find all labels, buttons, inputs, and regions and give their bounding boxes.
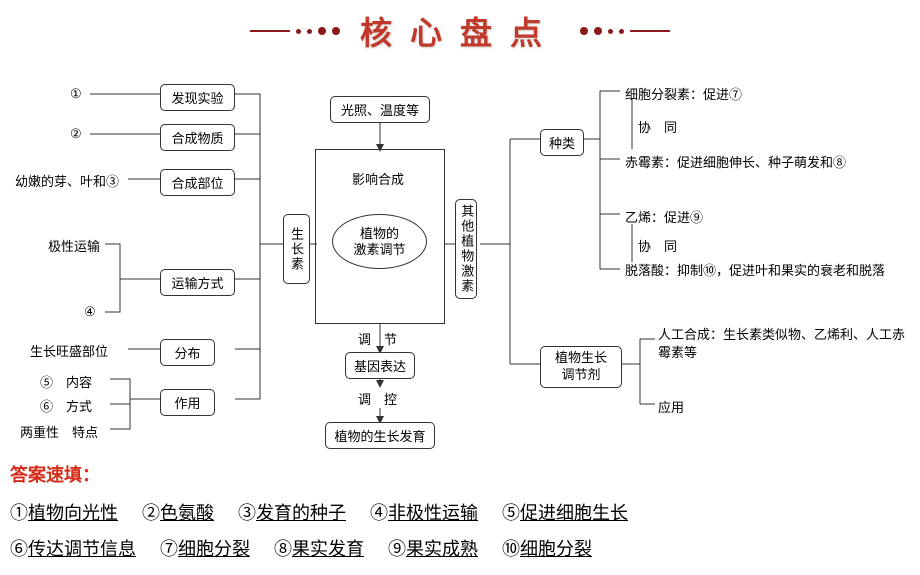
label-affect: 影响合成: [352, 169, 404, 188]
answers-row-2: ⑥传达调节信息 ⑦细胞分裂 ⑧果实发育 ⑨果实成熟 ⑩细胞分裂: [10, 531, 910, 567]
node-center: 植物的 激素调节: [332, 214, 427, 269]
answer-item: ⑨果实成熟: [388, 531, 478, 567]
node-site: 合成部位: [160, 169, 235, 196]
label-polar: 极性运输: [48, 236, 100, 255]
label-synth: 人工合成：生长素类似物、乙烯利、人工赤霉素等: [658, 326, 908, 362]
answers-title: 答案速填：: [10, 461, 910, 487]
label-2: ②: [70, 126, 82, 142]
label-ethylene: 乙烯：促进⑨: [625, 207, 703, 226]
answer-item: ⑥传达调节信息: [10, 531, 136, 567]
node-auxin: 生长素: [283, 214, 310, 284]
concept-diagram: 发现实验 合成物质 合成部位 运输方式 分布 作用 ① ② 幼嫩的芽、叶和③ 极…: [0, 64, 920, 464]
answer-item: ⑦细胞分裂: [160, 531, 250, 567]
label-coop1: 协 同: [638, 117, 677, 136]
node-regagent: 植物生长调节剂: [540, 346, 622, 388]
node-other: 其他植物激素: [455, 199, 477, 299]
answer-item: ⑧果实发育: [274, 531, 364, 567]
node-growth: 植物的生长发育: [325, 422, 435, 449]
node-light: 光照、温度等: [330, 96, 430, 123]
label-dual: 两重性 特点: [20, 422, 98, 441]
answer-item: ③发育的种子: [238, 495, 346, 531]
node-effect: 作用: [160, 389, 215, 416]
label-dist: 生长旺盛部位: [30, 341, 108, 360]
label-coop2: 协 同: [638, 236, 677, 255]
node-kind: 种类: [540, 129, 584, 156]
label-gibberellin: 赤霉素：促进细胞伸长、种子萌发和⑧: [625, 152, 846, 171]
answers-row-1: ①植物向光性 ②色氨酸 ③发育的种子 ④非极性运输 ⑤促进细胞生长: [10, 495, 910, 531]
answer-item: ②色氨酸: [142, 495, 214, 531]
node-distrib: 分布: [160, 339, 215, 366]
label-4: ④: [84, 304, 96, 320]
label-cytokinin: 细胞分裂素：促进⑦: [625, 84, 742, 103]
answer-item: ①植物向光性: [10, 495, 118, 531]
node-discover: 发现实验: [160, 84, 235, 111]
answer-item: ⑩细胞分裂: [502, 531, 592, 567]
answer-item: ④非极性运输: [370, 495, 478, 531]
dots-left: [250, 27, 340, 35]
label-5: ⑤ 内容: [40, 372, 92, 391]
answer-item: ⑤促进细胞生长: [502, 495, 628, 531]
label-app: 应用: [658, 397, 684, 416]
node-substance: 合成物质: [160, 124, 235, 151]
label-regulate: 调 节: [358, 329, 397, 348]
answers-section: 答案速填： ①植物向光性 ②色氨酸 ③发育的种子 ④非极性运输 ⑤促进细胞生长 ⑥传达调…: [10, 461, 910, 567]
page-title: 核心盘点: [360, 8, 560, 54]
label-1: ①: [70, 86, 82, 102]
label-6: ⑥ 方式: [40, 396, 92, 415]
label-3: 幼嫩的芽、叶和③: [15, 171, 119, 190]
label-control: 调 控: [358, 389, 397, 408]
title-row: 核心盘点: [0, 0, 920, 54]
label-aba: 脱落酸：抑制⑩，促进叶和果实的衰老和脱落: [625, 262, 895, 280]
dots-right: [580, 27, 670, 35]
node-transport: 运输方式: [160, 269, 235, 296]
node-gene: 基因表达: [345, 352, 415, 379]
